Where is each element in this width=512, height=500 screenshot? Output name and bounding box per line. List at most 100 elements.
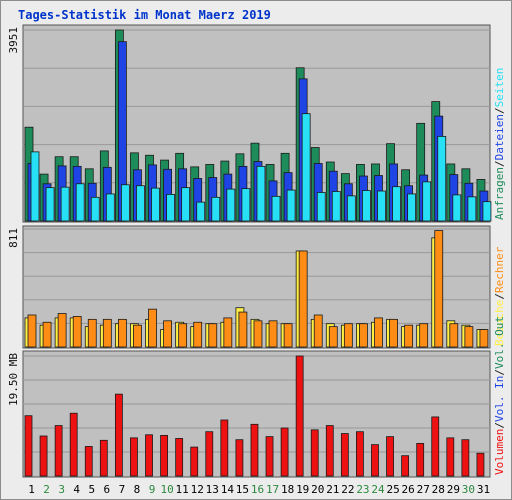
bar-rechner-23 <box>359 323 368 348</box>
bar-rechner-26 <box>404 324 414 348</box>
bar-volumen-12 <box>190 446 199 477</box>
bar-volumen-31 <box>476 452 485 477</box>
bar-rechner-22 <box>343 323 353 348</box>
legend-item: Volumen <box>493 429 506 475</box>
bar-seiten-22 <box>346 195 356 222</box>
bar-volumen-14 <box>220 419 229 477</box>
legend-item: / <box>493 160 506 167</box>
bar-seiten-29 <box>452 194 462 222</box>
bar-volumen-18 <box>280 427 289 477</box>
bar-volumen-19 <box>295 355 304 477</box>
x-tick-label-27: 27 <box>417 483 430 496</box>
bar-volumen-15 <box>235 439 244 477</box>
x-axis-labels: 1 2 3 4 5 6 7 8 9 10 11 12 13 14 15 16 17 18 19 20 21 22 23 24 2… <box>28 483 490 496</box>
bar-volumen-8 <box>130 437 138 477</box>
legends: Anfragen/Dateien/SeitenBesuche/RechnerVo… <box>493 68 506 475</box>
bar-volumen-6 <box>99 439 108 477</box>
x-tick-label-9: 9 <box>149 483 156 496</box>
x-tick-label-6: 6 <box>104 483 111 496</box>
bar-seiten-2 <box>45 187 55 222</box>
bar-rechner-3 <box>57 313 67 348</box>
bar-rechner-30 <box>464 326 474 348</box>
bar-rechner-24 <box>374 317 383 348</box>
bar-seiten-18 <box>286 189 296 222</box>
x-tick-label-24: 24 <box>371 483 385 496</box>
x-tick-label-3: 3 <box>58 483 65 496</box>
y-max-label: 19.50 MB <box>7 353 20 406</box>
bar-volumen-13 <box>205 431 214 477</box>
legend-item: / <box>493 293 506 300</box>
x-tick-label-25: 25 <box>386 483 399 496</box>
bar-volumen-24 <box>371 444 379 477</box>
bar-rechner-10 <box>163 320 172 348</box>
bar-volumen-1 <box>24 415 33 477</box>
bar-rechner-1 <box>27 314 37 348</box>
x-tick-label-29: 29 <box>447 483 460 496</box>
x-tick-label-30: 30 <box>462 483 475 496</box>
bar-seiten-20 <box>316 192 326 222</box>
bar-seiten-3 <box>60 186 70 222</box>
bar-seiten-26 <box>407 193 417 222</box>
bar-rechner-15 <box>238 311 248 348</box>
x-tick-label-15: 15 <box>236 483 249 496</box>
x-tick-label-22: 22 <box>341 483 354 496</box>
bar-volumen-23 <box>356 431 364 477</box>
bar-rechner-25 <box>389 318 398 348</box>
x-tick-label-2: 2 <box>43 483 50 496</box>
bar-seiten-5 <box>90 196 100 222</box>
panel-hits: 3951 <box>7 24 492 223</box>
legend-item: Besuche <box>493 300 506 346</box>
bar-seiten-13 <box>211 196 221 222</box>
legend-item: / <box>493 369 506 376</box>
legend-item: Rechner <box>493 246 506 293</box>
bar-seiten-1 <box>30 151 40 222</box>
x-tick-label-23: 23 <box>356 483 369 496</box>
bar-volumen-5 <box>84 446 93 477</box>
bar-rechner-14 <box>223 317 233 348</box>
legend-item: Vol. Out <box>493 316 506 369</box>
bar-volumen-30 <box>461 439 470 477</box>
x-tick-label-19: 19 <box>296 483 309 496</box>
bar-seiten-9 <box>151 187 160 222</box>
bar-rechner-2 <box>42 321 52 348</box>
x-tick-label-14: 14 <box>221 483 235 496</box>
bar-seiten-14 <box>226 188 236 222</box>
bar-seiten-27 <box>422 181 432 222</box>
y-max-label: 3951 <box>7 27 20 54</box>
bar-volumen-26 <box>401 455 410 477</box>
bar-seiten-12 <box>196 201 206 222</box>
bar-volumen-9 <box>145 434 153 477</box>
x-tick-label-20: 20 <box>311 483 324 496</box>
legend-item: Vol. In <box>493 376 506 422</box>
x-tick-label-5: 5 <box>88 483 95 496</box>
bar-rechner-8 <box>133 324 142 348</box>
bar-volumen-29 <box>446 437 455 477</box>
chart-panels: 3951 811 19.50 MB <box>7 24 492 478</box>
x-tick-label-26: 26 <box>402 483 415 496</box>
bar-volumen-11 <box>175 438 184 477</box>
bar-volumen-4 <box>69 412 78 477</box>
x-tick-label-11: 11 <box>176 483 189 496</box>
x-tick-label-17: 17 <box>266 483 279 496</box>
x-tick-label-1: 1 <box>28 483 35 496</box>
bar-rechner-21 <box>328 326 338 348</box>
bar-rechner-28 <box>434 230 444 348</box>
bar-volumen-25 <box>386 436 394 477</box>
bar-seiten-7 <box>120 184 130 222</box>
bar-volumen-7 <box>114 393 123 477</box>
bar-volumen-10 <box>160 434 168 477</box>
x-tick-label-12: 12 <box>191 483 204 496</box>
bar-seiten-31 <box>482 201 492 222</box>
bar-seiten-8 <box>136 185 145 222</box>
bar-seiten-10 <box>166 194 175 222</box>
x-tick-label-4: 4 <box>73 483 80 496</box>
bar-rechner-20 <box>313 314 323 348</box>
bar-rechner-19 <box>298 250 308 348</box>
panel-visits: 811 <box>7 225 491 349</box>
bar-seiten-21 <box>331 191 341 222</box>
legend-item: / <box>493 422 506 429</box>
bar-volumen-28 <box>431 416 440 477</box>
bar-rechner-16 <box>253 320 263 348</box>
bar-rechner-17 <box>268 320 278 348</box>
